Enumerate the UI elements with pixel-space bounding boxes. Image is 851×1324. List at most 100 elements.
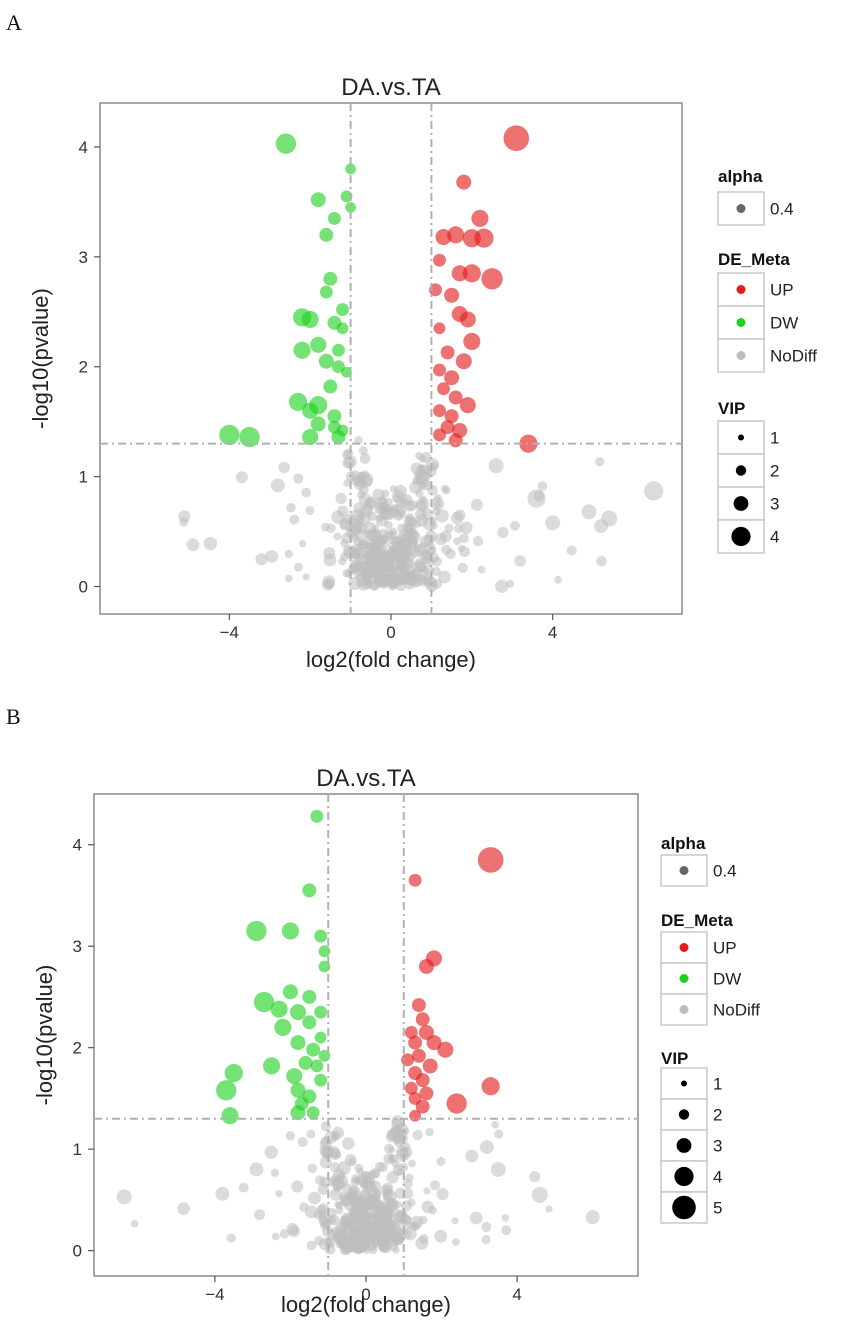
point-dw (323, 271, 338, 286)
point-nodiff (430, 497, 445, 511)
point-nodiff (337, 505, 349, 517)
point-nodiff (421, 508, 433, 520)
point-dw (302, 402, 319, 419)
point-nodiff (299, 539, 307, 548)
point-nodiff (354, 435, 363, 445)
point-nodiff (385, 1211, 393, 1220)
point-nodiff (356, 1167, 364, 1175)
point-nodiff (566, 545, 577, 556)
point-nodiff (386, 1221, 395, 1230)
point-nodiff (501, 1225, 512, 1236)
point-dw (327, 409, 342, 424)
point-nodiff (265, 550, 279, 563)
point-nodiff (369, 1184, 377, 1192)
point-up (446, 1093, 467, 1114)
x-axis-label: log2(fold change) (306, 647, 476, 672)
point-nodiff (320, 1121, 332, 1132)
point-dw (314, 1031, 327, 1044)
point-nodiff (400, 493, 413, 507)
point-nodiff (494, 1129, 504, 1139)
point-nodiff (335, 1206, 344, 1215)
point-nodiff (293, 562, 303, 572)
point-up (474, 228, 494, 248)
legend-de-meta-label: DW (770, 314, 798, 333)
y-axis-label: -log10(pvalue) (28, 288, 53, 429)
point-nodiff (459, 546, 470, 558)
point-nodiff (356, 580, 364, 588)
point-nodiff (355, 556, 364, 565)
point-nodiff (367, 511, 377, 521)
point-dw (336, 322, 349, 335)
point-dw (314, 1005, 328, 1019)
point-dw (319, 285, 333, 299)
point-nodiff (355, 1217, 364, 1225)
point-nodiff (595, 457, 605, 467)
legend-vip-dot (676, 1138, 692, 1153)
point-nodiff (364, 1221, 377, 1234)
point-nodiff (293, 473, 304, 484)
point-nodiff (329, 1188, 343, 1201)
point-nodiff (291, 1180, 304, 1193)
point-nodiff (384, 529, 395, 540)
point-nodiff (284, 549, 293, 559)
point-dw (246, 920, 267, 942)
legend-de-meta-label: UP (770, 281, 794, 300)
legend-vip-label: 3 (713, 1137, 722, 1156)
point-up (455, 353, 472, 370)
point-nodiff (278, 461, 290, 474)
point-nodiff (238, 1182, 249, 1193)
point-nodiff (333, 1177, 346, 1190)
point-nodiff (333, 532, 342, 541)
point-nodiff (453, 537, 461, 546)
point-up (459, 397, 476, 414)
legend-vip-dot (733, 496, 749, 511)
point-nodiff (531, 1186, 548, 1203)
point-nodiff (421, 1200, 434, 1214)
point-nodiff (186, 538, 200, 552)
point-nodiff (420, 451, 432, 463)
point-nodiff (412, 1129, 423, 1141)
point-nodiff (308, 1191, 321, 1205)
y-tick-label: 0 (73, 1242, 82, 1261)
point-nodiff (434, 1229, 448, 1243)
point-dw (327, 211, 341, 225)
point-up (503, 125, 530, 151)
point-nodiff (320, 522, 330, 532)
point-nodiff (342, 1137, 355, 1150)
point-nodiff (323, 578, 335, 590)
y-tick-label: 2 (79, 358, 88, 377)
point-up (519, 434, 538, 453)
x-tick-label: −4 (220, 623, 239, 642)
point-nodiff (434, 533, 447, 546)
point-nodiff (360, 475, 373, 488)
point-nodiff (359, 453, 371, 464)
point-nodiff (501, 1214, 510, 1222)
point-dw (310, 416, 326, 432)
point-nodiff (389, 571, 398, 580)
chart-title: DA.vs.TA (316, 765, 416, 792)
point-nodiff (383, 556, 396, 568)
point-dw (239, 426, 260, 448)
legend-vip-label: 4 (713, 1168, 722, 1187)
point-nodiff (402, 571, 413, 582)
point-nodiff (419, 495, 428, 504)
point-nodiff (264, 1145, 278, 1159)
point-nodiff (381, 504, 390, 513)
point-up (437, 382, 450, 396)
point-nodiff (477, 565, 486, 574)
point-nodiff (357, 490, 366, 500)
y-tick-label: 3 (73, 937, 82, 956)
point-nodiff (235, 471, 248, 484)
legend-de-meta-title: DE_Meta (661, 911, 733, 930)
point-nodiff (401, 1200, 413, 1212)
point-nodiff (419, 550, 431, 562)
point-dw (298, 1055, 313, 1070)
point-up (444, 370, 460, 386)
point-dw (310, 336, 327, 353)
point-dw (290, 1082, 306, 1098)
point-nodiff (491, 1120, 499, 1129)
point-up (409, 1109, 422, 1122)
legend-vip-dot (735, 465, 747, 476)
point-nodiff (271, 1232, 280, 1241)
point-nodiff (396, 553, 404, 562)
